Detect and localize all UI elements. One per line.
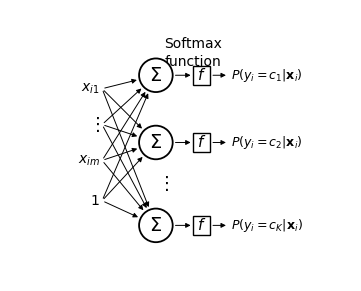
Text: $P(y_i = c_2|\mathbf{x}_i)$: $P(y_i = c_2|\mathbf{x}_i)$ <box>231 134 303 151</box>
Text: $P(y_i = c_1|\mathbf{x}_i)$: $P(y_i = c_1|\mathbf{x}_i)$ <box>231 67 303 84</box>
Text: function: function <box>165 55 221 69</box>
Text: $\Sigma$: $\Sigma$ <box>149 66 162 85</box>
Circle shape <box>139 209 173 242</box>
FancyBboxPatch shape <box>193 66 210 85</box>
FancyBboxPatch shape <box>193 133 210 152</box>
Text: $x_{im}$: $x_{im}$ <box>78 153 100 168</box>
FancyBboxPatch shape <box>193 216 210 235</box>
Text: $f$: $f$ <box>197 67 206 83</box>
Text: $\vdots$: $\vdots$ <box>88 115 100 134</box>
Text: $\vdots$: $\vdots$ <box>157 174 169 194</box>
Text: Softmax: Softmax <box>164 37 222 51</box>
Text: $f$: $f$ <box>197 134 206 150</box>
Text: $\Sigma$: $\Sigma$ <box>149 216 162 235</box>
Circle shape <box>139 126 173 159</box>
Text: $P(y_i = c_K|\mathbf{x}_i)$: $P(y_i = c_K|\mathbf{x}_i)$ <box>231 217 303 234</box>
Circle shape <box>139 58 173 92</box>
Text: $\Sigma$: $\Sigma$ <box>149 133 162 152</box>
Text: $x_{i1}$: $x_{i1}$ <box>81 81 100 96</box>
Text: $1$: $1$ <box>90 194 100 208</box>
Text: $f$: $f$ <box>197 217 206 233</box>
